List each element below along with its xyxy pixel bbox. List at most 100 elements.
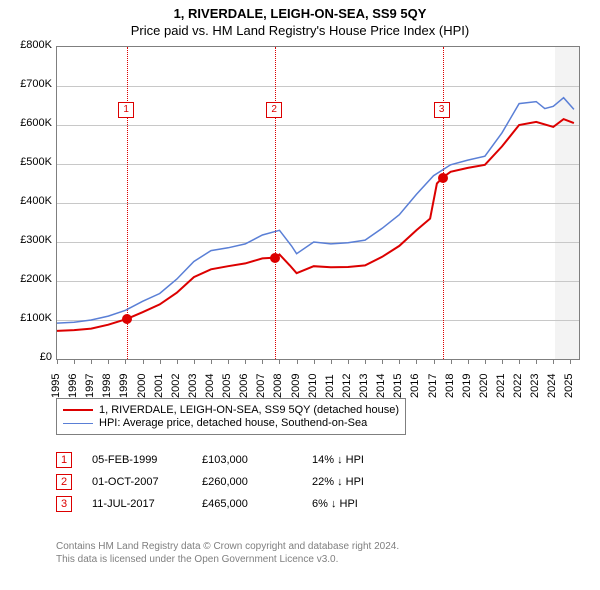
x-tick	[262, 359, 263, 364]
title-line-2: Price paid vs. HM Land Registry's House …	[0, 23, 600, 38]
transaction-marker	[270, 253, 280, 263]
legend-label: HPI: Average price, detached house, Sout…	[99, 417, 367, 429]
transaction-date: 01-OCT-2007	[92, 476, 202, 488]
legend-item: HPI: Average price, detached house, Sout…	[63, 417, 399, 429]
x-axis-label: 2013	[358, 370, 370, 398]
transaction-marker	[122, 314, 132, 324]
footer-line-1: Contains HM Land Registry data © Crown c…	[56, 540, 399, 553]
legend: 1, RIVERDALE, LEIGH-ON-SEA, SS9 5QY (det…	[56, 398, 406, 435]
x-tick	[365, 359, 366, 364]
transaction-date: 05-FEB-1999	[92, 454, 202, 466]
x-tick	[160, 359, 161, 364]
x-tick	[399, 359, 400, 364]
transaction-number: 1	[56, 452, 72, 468]
transaction-delta: 6% ↓ HPI	[312, 498, 412, 510]
x-axis-label: 2007	[255, 370, 267, 398]
x-axis-label: 1996	[67, 370, 79, 398]
x-tick	[434, 359, 435, 364]
page: 1, RIVERDALE, LEIGH-ON-SEA, SS9 5QY Pric…	[0, 0, 600, 590]
chart-svg	[57, 47, 579, 359]
y-axis-label: £300K	[6, 234, 52, 246]
transaction-number: 2	[56, 474, 72, 490]
x-tick	[245, 359, 246, 364]
title-line-1: 1, RIVERDALE, LEIGH-ON-SEA, SS9 5QY	[0, 6, 600, 21]
x-tick	[536, 359, 537, 364]
x-axis-label: 2024	[546, 370, 558, 398]
transaction-price: £260,000	[202, 476, 312, 488]
x-axis-label: 2014	[375, 370, 387, 398]
x-tick	[125, 359, 126, 364]
table-row: 105-FEB-1999£103,00014% ↓ HPI	[56, 452, 412, 468]
x-axis-label: 2009	[290, 370, 302, 398]
x-axis-label: 2016	[409, 370, 421, 398]
event-marker-number: 1	[118, 102, 134, 118]
x-axis-label: 2006	[238, 370, 250, 398]
x-tick	[382, 359, 383, 364]
x-tick	[416, 359, 417, 364]
x-tick	[348, 359, 349, 364]
x-axis-label: 2019	[461, 370, 473, 398]
x-axis-label: 2012	[341, 370, 353, 398]
x-tick	[108, 359, 109, 364]
x-axis-label: 2004	[204, 370, 216, 398]
x-axis-label: 1998	[101, 370, 113, 398]
x-tick	[502, 359, 503, 364]
y-axis-label: £500K	[6, 156, 52, 168]
transaction-marker	[438, 173, 448, 183]
y-axis-label: £200K	[6, 273, 52, 285]
x-axis-label: 2001	[153, 370, 165, 398]
x-axis-label: 2020	[478, 370, 490, 398]
legend-swatch	[63, 423, 93, 424]
legend-item: 1, RIVERDALE, LEIGH-ON-SEA, SS9 5QY (det…	[63, 404, 399, 416]
x-tick	[57, 359, 58, 364]
y-axis-label: £800K	[6, 39, 52, 51]
x-tick	[468, 359, 469, 364]
footer-line-2: This data is licensed under the Open Gov…	[56, 553, 399, 566]
x-tick	[314, 359, 315, 364]
y-axis-label: £100K	[6, 312, 52, 324]
y-axis-label: £0	[6, 351, 52, 363]
x-tick	[451, 359, 452, 364]
x-tick	[553, 359, 554, 364]
x-axis-label: 1999	[118, 370, 130, 398]
x-axis-label: 1995	[50, 370, 62, 398]
x-axis-label: 2023	[529, 370, 541, 398]
x-tick	[91, 359, 92, 364]
x-tick	[74, 359, 75, 364]
table-row: 2 01-OCT-2007£260,00022% ↓ HPI	[56, 474, 412, 490]
x-tick	[228, 359, 229, 364]
x-axis-label: 2015	[392, 370, 404, 398]
legend-label: 1, RIVERDALE, LEIGH-ON-SEA, SS9 5QY (det…	[99, 404, 399, 416]
transaction-delta: 14% ↓ HPI	[312, 454, 412, 466]
x-axis-label: 2003	[187, 370, 199, 398]
x-tick	[485, 359, 486, 364]
x-axis-label: 2005	[221, 370, 233, 398]
series-line	[57, 98, 574, 323]
x-axis-label: 2017	[427, 370, 439, 398]
y-axis-label: £400K	[6, 195, 52, 207]
chart-area	[56, 46, 580, 360]
legend-swatch	[63, 409, 93, 411]
y-axis-label: £700K	[6, 78, 52, 90]
series-line	[57, 119, 574, 331]
event-marker-number: 2	[266, 102, 282, 118]
x-axis-label: 2025	[563, 370, 575, 398]
x-tick	[519, 359, 520, 364]
table-row: 3 11-JUL-2017£465,0006% ↓ HPI	[56, 496, 412, 512]
x-tick	[297, 359, 298, 364]
titles: 1, RIVERDALE, LEIGH-ON-SEA, SS9 5QY Pric…	[0, 0, 600, 42]
transactions-table: 105-FEB-1999£103,00014% ↓ HPI201-OCT-200…	[56, 446, 412, 518]
transaction-date: 11-JUL-2017	[92, 498, 202, 510]
x-tick	[331, 359, 332, 364]
x-axis-label: 2000	[136, 370, 148, 398]
event-marker-number: 3	[434, 102, 450, 118]
x-tick	[143, 359, 144, 364]
transaction-price: £465,000	[202, 498, 312, 510]
x-tick	[211, 359, 212, 364]
x-axis-label: 2010	[307, 370, 319, 398]
transaction-number: 3	[56, 496, 72, 512]
x-axis-label: 2002	[170, 370, 182, 398]
transaction-delta: 22% ↓ HPI	[312, 476, 412, 488]
x-axis-label: 2018	[444, 370, 456, 398]
x-axis-label: 2022	[512, 370, 524, 398]
